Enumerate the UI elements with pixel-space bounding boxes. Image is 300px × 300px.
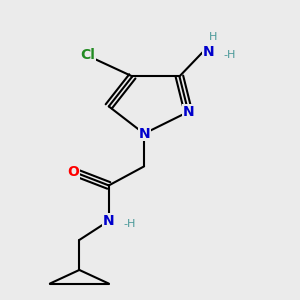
Text: -H: -H [224,50,236,60]
Text: Cl: Cl [81,48,96,62]
Text: N: N [182,105,194,119]
Text: N: N [103,214,115,228]
Text: N: N [203,45,215,59]
Text: H: H [209,32,218,42]
Text: N: N [138,127,150,141]
Text: -H: -H [124,219,136,229]
Text: O: O [68,165,80,179]
